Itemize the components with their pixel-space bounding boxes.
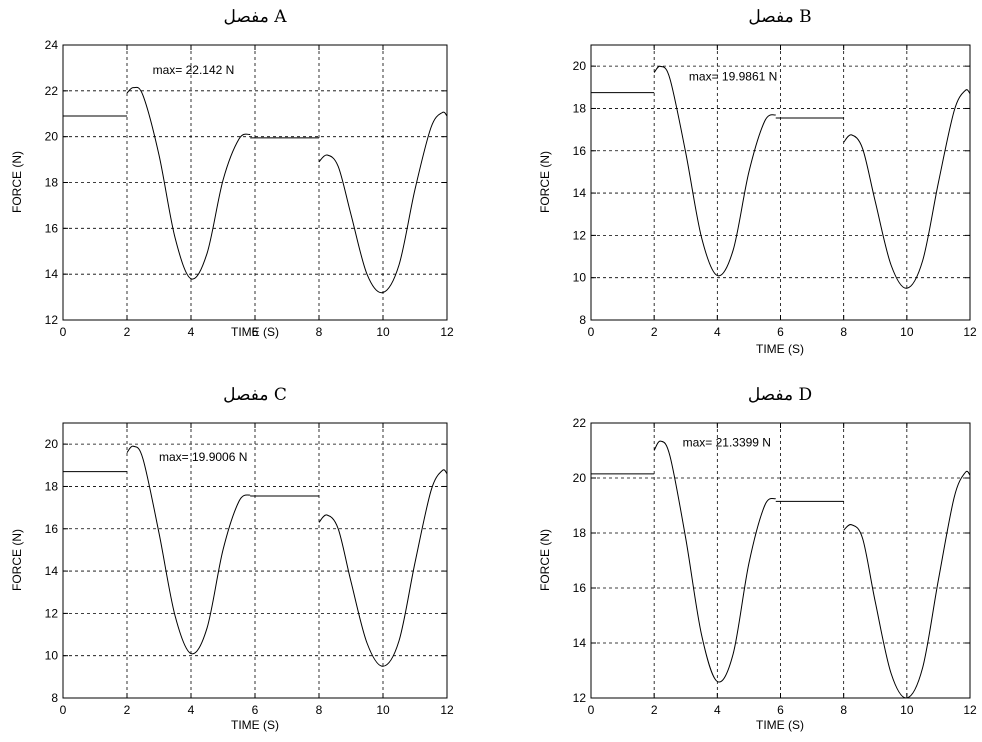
x-tick-label: 0 [588, 325, 595, 339]
x-tick-label: 8 [840, 703, 847, 717]
x-tick-label: 0 [60, 703, 67, 717]
force-series-line [126, 445, 251, 655]
x-tick-label: 0 [60, 325, 67, 339]
chart-title: مفصل A [223, 7, 287, 27]
plot-area [62, 422, 448, 699]
x-tick-label: 12 [440, 325, 454, 339]
y-tick-label: 18 [573, 101, 587, 115]
plot-area [590, 44, 971, 321]
y-tick-label: 16 [45, 522, 59, 536]
y-tick-label: 18 [573, 526, 587, 540]
x-tick-label: 4 [188, 325, 195, 339]
y-tick-label: 24 [45, 38, 59, 52]
force-series-line [843, 89, 971, 289]
x-tick-label: 12 [963, 325, 977, 339]
x-tick-label: 12 [963, 703, 977, 717]
y-tick-label: 12 [573, 691, 587, 705]
plot-area [590, 422, 971, 699]
y-tick-label: 20 [45, 130, 59, 144]
x-tick-label: 8 [316, 325, 323, 339]
force-series-line [126, 86, 251, 280]
max-annotation: max= 19.9006 N [159, 450, 247, 464]
x-tick-label: 8 [316, 703, 323, 717]
y-tick-label: 14 [573, 186, 587, 200]
x-tick-label: 8 [840, 325, 847, 339]
y-tick-label: 20 [573, 471, 587, 485]
y-tick-label: 16 [573, 144, 587, 158]
x-tick-label: 6 [252, 703, 259, 717]
chart-title: مفصل C [223, 385, 287, 405]
x-tick-label: 4 [188, 703, 195, 717]
x-tick-label: 2 [124, 703, 131, 717]
y-tick-label: 8 [51, 691, 58, 705]
x-tick-label: 12 [440, 703, 454, 717]
x-tick-label: 10 [376, 703, 390, 717]
y-tick-label: 10 [573, 271, 587, 285]
y-tick-label: 8 [579, 313, 586, 327]
x-tick-label: 2 [651, 325, 658, 339]
x-tick-label: 4 [714, 703, 721, 717]
y-tick-label: 12 [573, 228, 587, 242]
chart-panel-d: 0 2 4 6 8 10 12 12 14 16 18 20 22 max= 21.3399 N مفصل … [538, 385, 977, 732]
force-series-line [653, 65, 777, 277]
x-tick-label: 0 [588, 703, 595, 717]
y-tick-label: 12 [45, 606, 59, 620]
chart-panel-c: 0 2 4 6 8 10 12 8 10 12 14 16 18 20 max= 19.9006 N مفصل… [10, 385, 454, 732]
y-axis-label: FORCE (N) [538, 529, 552, 591]
force-series-line [843, 470, 971, 699]
y-tick-label: 18 [45, 176, 59, 190]
y-axis-label: FORCE (N) [538, 151, 552, 213]
x-axis-label: TIME (S) [231, 325, 279, 339]
chart-title: مفصل B [748, 7, 811, 27]
x-axis-label: TIME (S) [756, 342, 804, 356]
y-tick-label: 14 [45, 267, 59, 281]
x-tick-label: 2 [124, 325, 131, 339]
x-tick-label: 6 [777, 703, 784, 717]
y-tick-label: 14 [573, 636, 587, 650]
y-axis-label: FORCE (N) [10, 151, 24, 213]
y-tick-label: 22 [573, 416, 587, 430]
chart-title: مفصل D [748, 385, 812, 405]
y-tick-label: 14 [45, 564, 59, 578]
max-annotation: max= 21.3399 N [683, 435, 771, 449]
force-series-line [318, 111, 448, 294]
y-tick-label: 12 [45, 313, 59, 327]
max-annotation: max= 19.9861 N [689, 70, 777, 84]
y-axis-label: FORCE (N) [10, 529, 24, 591]
x-tick-label: 4 [714, 325, 721, 339]
force-series-line [653, 440, 777, 683]
y-tick-label: 16 [45, 221, 59, 235]
x-axis-label: TIME (S) [756, 718, 804, 732]
x-tick-label: 10 [900, 703, 914, 717]
chart-panel-b: 0 2 4 6 8 10 12 8 10 12 14 16 18 20 max= 19.9861 N مفصل… [538, 7, 977, 356]
x-tick-label: 10 [900, 325, 914, 339]
y-tick-label: 16 [573, 581, 587, 595]
y-tick-label: 20 [45, 437, 59, 451]
x-tick-label: 6 [777, 325, 784, 339]
x-tick-label: 2 [651, 703, 658, 717]
y-tick-label: 20 [573, 59, 587, 73]
x-tick-label: 6 [252, 325, 259, 339]
force-series-line [318, 469, 448, 667]
y-tick-label: 22 [45, 84, 59, 98]
y-tick-label: 18 [45, 479, 59, 493]
max-annotation: max= 22.142 N [153, 63, 235, 77]
y-tick-label: 10 [45, 649, 59, 663]
x-axis-label: TIME (S) [231, 718, 279, 732]
x-tick-label: 10 [376, 325, 390, 339]
